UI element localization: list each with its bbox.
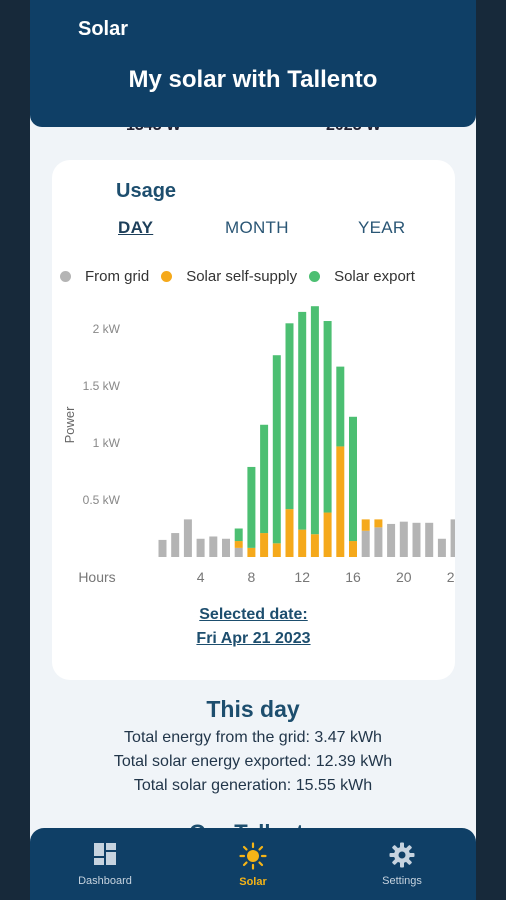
- bar-grid-hour-5: [209, 536, 218, 557]
- app-header: Solar My solar with Tallento: [30, 0, 476, 127]
- bar-self-supply-hour-7: [234, 541, 243, 548]
- y-axis-title: Power: [62, 406, 77, 444]
- legend-dot-self-supply: [161, 271, 173, 282]
- sun-icon: [239, 842, 267, 870]
- x-tick-label: 12: [294, 569, 310, 585]
- gear-icon: [389, 842, 415, 868]
- bar-self-supply-hour-8: [247, 547, 256, 557]
- bar-export-hour-9: [260, 424, 269, 534]
- bar-self-supply-hour-15: [336, 446, 345, 557]
- bar-export-hour-16: [349, 416, 357, 542]
- legend-label-export: Solar export: [334, 268, 415, 285]
- stat-solar-exported: Total solar energy exported: 12.39 kWh: [113, 753, 393, 770]
- bar-self-supply-hour-10: [272, 543, 281, 557]
- bar-self-supply-hour-14: [323, 512, 332, 557]
- x-tick-label: 4: [197, 569, 205, 585]
- bar-grid-hour-1: [158, 539, 167, 557]
- bar-grid-hour-18: [374, 527, 383, 557]
- nav-label-settings: Settings: [382, 875, 422, 887]
- stat-grid-energy: Total energy from the grid: 3.47 kWh: [124, 729, 382, 746]
- bar-export-hour-8: [247, 466, 256, 548]
- bar-grid-hour-19: [387, 523, 396, 557]
- bar-grid-hour-2: [171, 533, 180, 557]
- bar-grid-hour-23: [437, 538, 446, 557]
- dashboard-icon: [94, 843, 116, 865]
- legend-label-self-supply: Solar self-supply: [186, 268, 298, 285]
- legend-dot-grid: [60, 271, 71, 282]
- nav-dashboard[interactable]: Dashboard: [50, 842, 160, 887]
- bar-self-supply-hour-18: [374, 519, 383, 528]
- bar-grid-hour-20: [399, 521, 408, 557]
- nav-label-dashboard: Dashboard: [78, 875, 132, 887]
- bar-self-supply-hour-13: [310, 534, 319, 557]
- section-title: Solar: [78, 18, 129, 40]
- phone-screen: Solar My solar with Tallento 1343 W 2023…: [30, 0, 476, 900]
- bar-export-hour-12: [298, 311, 307, 530]
- usage-bar-chart: Power 0.5 kW 1 kW 1.5 kW 2 kW Hours 4 8 12 16 20 24: [62, 306, 455, 585]
- usage-card: Usage DAY MONTH YEAR From grid Solar sel…: [52, 160, 455, 680]
- stat-solar-generation: Total solar generation: 15.55 kWh: [133, 777, 373, 794]
- nav-solar[interactable]: Solar: [198, 842, 308, 888]
- bar-self-supply-hour-9: [260, 533, 269, 557]
- tab-year[interactable]: YEAR: [358, 218, 406, 237]
- y-tick-label: 1 kW: [93, 436, 121, 450]
- legend-item-self-supply[interactable]: Solar self-supply: [161, 268, 297, 285]
- bar-grid-hour-3: [183, 519, 192, 557]
- bar-export-hour-14: [323, 321, 332, 513]
- bar-grid-hour-17: [361, 530, 370, 557]
- x-tick-label: 20: [396, 569, 412, 585]
- nav-settings[interactable]: Settings: [347, 842, 457, 887]
- legend-item-export[interactable]: Solar export: [309, 268, 415, 285]
- bar-grid-hour-24: [450, 519, 455, 557]
- bar-export-hour-15: [336, 366, 345, 447]
- bar-grid-hour-22: [425, 522, 434, 557]
- bar-export-hour-7: [234, 528, 243, 542]
- bar-self-supply-hour-11: [285, 509, 294, 557]
- bar-grid-hour-7: [234, 547, 243, 557]
- page-title: My solar with Tallento: [128, 66, 378, 93]
- tab-month[interactable]: MONTH: [225, 218, 289, 237]
- y-tick-label: 0.5 kW: [83, 493, 121, 507]
- usage-title: Usage: [116, 180, 177, 202]
- tab-day[interactable]: DAY: [118, 218, 154, 237]
- bar-self-supply-hour-17: [361, 519, 370, 531]
- bar-grid-hour-21: [412, 522, 421, 557]
- bar-grid-hour-4: [196, 538, 205, 557]
- legend-dot-export: [309, 271, 321, 282]
- bottom-navigation: Dashboard Solar: [30, 828, 476, 900]
- bar-export-hour-11: [285, 323, 294, 510]
- y-tick-label: 1.5 kW: [83, 379, 121, 393]
- this-day-title: This day: [206, 696, 300, 722]
- x-tick-label: 16: [345, 569, 361, 585]
- bar-export-hour-10: [272, 355, 281, 544]
- x-tick-label: 24: [447, 569, 455, 585]
- legend-item-grid[interactable]: From grid: [60, 268, 149, 285]
- bar-self-supply-hour-16: [349, 541, 357, 557]
- bar-grid-hour-6: [222, 538, 230, 557]
- x-tick-label: 8: [248, 569, 256, 585]
- y-tick-label: 2 kW: [93, 322, 121, 336]
- selected-date[interactable]: Fri Apr 21 2023: [196, 630, 311, 647]
- bar-self-supply-hour-12: [298, 529, 307, 557]
- x-axis-title: Hours: [78, 569, 115, 585]
- legend-label-grid: From grid: [85, 268, 150, 285]
- nav-label-solar: Solar: [239, 876, 267, 888]
- bar-export-hour-13: [310, 306, 319, 535]
- selected-date-label: Selected date:: [199, 606, 308, 623]
- chart-legend: From grid Solar self-supply Solar export: [60, 268, 427, 285]
